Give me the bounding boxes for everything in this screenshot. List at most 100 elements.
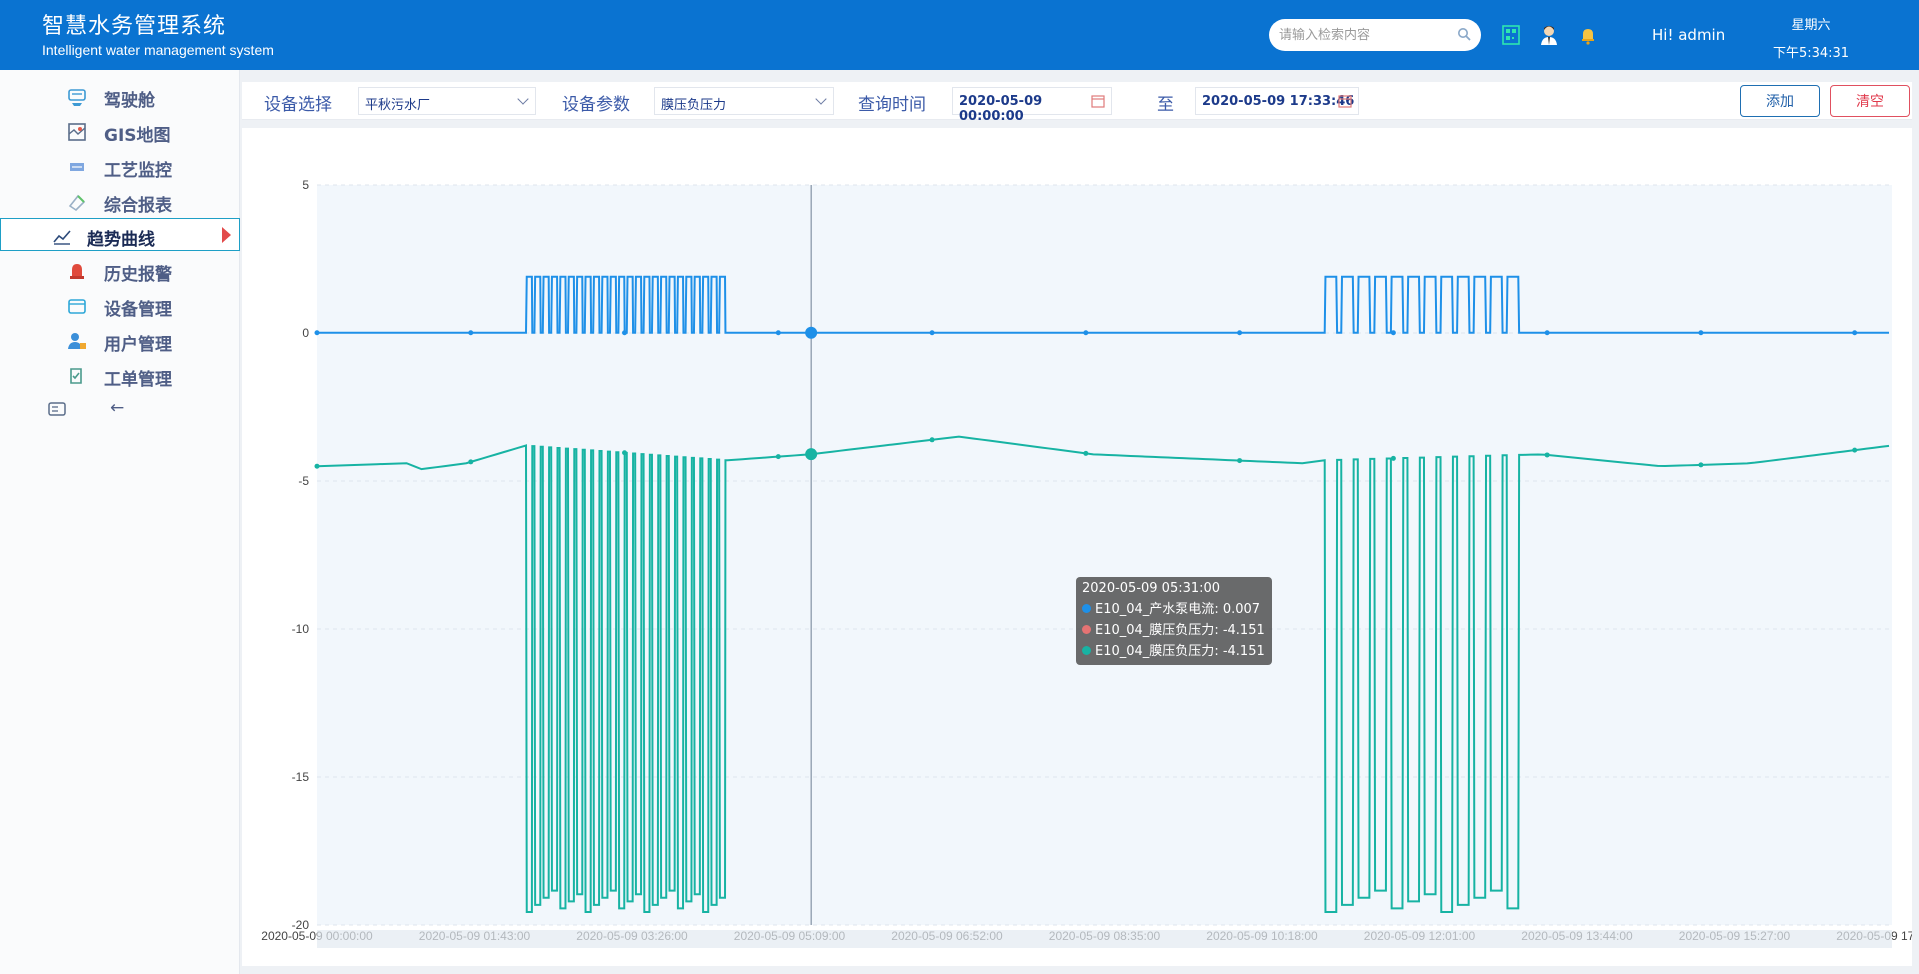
clear-button[interactable]: 清空 <box>1830 85 1910 117</box>
series-point <box>1083 450 1089 456</box>
series-point <box>314 330 320 336</box>
add-button[interactable]: 添加 <box>1740 85 1820 117</box>
series-point <box>1544 330 1550 336</box>
series-point <box>775 454 781 460</box>
chevron-down-icon <box>517 93 529 105</box>
series-point <box>622 330 628 336</box>
cursor-point <box>805 448 818 461</box>
series-point <box>622 450 628 456</box>
search-input[interactable] <box>1279 25 1449 45</box>
query-time-label: 查询时间 <box>858 95 926 115</box>
process-monitor-icon <box>70 163 84 171</box>
report-icon <box>68 194 86 212</box>
series-point <box>468 330 474 336</box>
param-select-value: 膜压负压力 <box>661 98 727 113</box>
start-time-value: 2020-05-09 00:00:00 <box>959 94 1043 124</box>
calendar-icon <box>1338 95 1352 108</box>
chevron-down-icon <box>815 93 827 105</box>
series-point <box>1083 330 1089 336</box>
sidebar-item-trend[interactable]: 趋势曲线 <box>0 218 240 251</box>
series-line-current <box>317 275 1890 334</box>
active-indicator-icon <box>222 227 231 243</box>
weekday-text: 星期六 <box>1791 18 1831 33</box>
sidebar-item-report[interactable]: 综合报表 <box>0 185 240 218</box>
series-point <box>1390 455 1396 461</box>
device-select[interactable]: 平秋污水厂 <box>358 87 536 115</box>
device-select-value: 平秋污水厂 <box>365 98 431 113</box>
sidebar-item-label: 工单管理 <box>104 370 172 390</box>
y-tick-label: 0 <box>302 326 309 340</box>
y-tick-label: -20 <box>292 918 310 932</box>
tooltip-series-name: E10_04_膜压负压力 <box>1095 623 1215 638</box>
collapse-arrow-label: ← <box>110 398 125 418</box>
series-point <box>1852 330 1858 336</box>
series-color-dot <box>1082 625 1091 634</box>
map-icon <box>68 123 86 141</box>
device-select-label: 设备选择 <box>264 95 332 115</box>
tooltip-series-value: 0.007 <box>1222 602 1261 617</box>
device-icon <box>68 299 86 314</box>
sidebar-item-work-order[interactable]: 工单管理 <box>0 359 240 392</box>
sidebar-item-label: 综合报表 <box>104 196 172 216</box>
series-point <box>1698 330 1704 336</box>
app-title: 智慧水务管理系统 <box>42 14 227 39</box>
user-avatar-icon[interactable] <box>1538 24 1560 46</box>
calendar-icon <box>1091 95 1105 108</box>
tooltip-row: E10_04_膜压负压力: -4.151 <box>1082 641 1266 662</box>
series-line-pressure <box>316 435 1890 913</box>
y-tick-label: 5 <box>302 178 309 192</box>
series-point <box>468 459 474 465</box>
series-point <box>1852 447 1858 453</box>
param-select-label: 设备参数 <box>562 95 630 115</box>
filter-toolbar: 设备选择 平秋污水厂 设备参数 膜压负压力 查询时间 2020-05-09 00… <box>242 82 1912 124</box>
tooltip-series-name: E10_04_产水泵电流 <box>1095 602 1215 617</box>
sidebar-item-label: 用户管理 <box>104 335 172 355</box>
y-tick-label: -15 <box>292 770 310 784</box>
y-tick-label: -5 <box>298 474 309 488</box>
bell-icon[interactable] <box>1577 24 1599 46</box>
app-subtitle: Intelligent water management system <box>42 42 274 58</box>
sidebar-item-cockpit[interactable]: 驾驶舱 <box>0 80 240 113</box>
user-icon <box>68 333 86 349</box>
search-icon[interactable] <box>1457 27 1471 41</box>
sidebar-item-alarm[interactable]: 历史报警 <box>0 254 240 287</box>
end-time-value: 2020-05-09 17:33:46 <box>1202 94 1355 109</box>
tooltip-series-value: -4.151 <box>1222 644 1265 659</box>
start-time-picker[interactable]: 2020-05-09 00:00:00 <box>952 87 1112 124</box>
plot-area <box>317 185 1892 925</box>
panel-toggle-icon <box>48 402 66 416</box>
param-select[interactable]: 膜压负压力 <box>654 87 834 115</box>
work-order-icon <box>70 368 82 384</box>
sidebar-item-gis[interactable]: GIS地图 <box>0 115 240 148</box>
tooltip-series-value: -4.151 <box>1222 623 1265 638</box>
sidebar-nav: 驾驶舱 GIS地图 工艺监控 综合报表 趋势曲线 历史报警 设备管理 用户管理 … <box>0 70 240 974</box>
data-zoom-slider <box>317 930 1892 948</box>
to-label: 至 <box>1157 95 1174 115</box>
sidebar-item-label: 历史报警 <box>104 265 172 285</box>
series-point <box>929 330 935 336</box>
qr-code-icon[interactable] <box>1500 24 1522 46</box>
tooltip-time: 2020-05-09 05:31:00 <box>1082 581 1221 596</box>
tooltip-row: E10_04_产水泵电流: 0.007 <box>1082 599 1266 620</box>
sidebar-item-device[interactable]: 设备管理 <box>0 289 240 322</box>
tooltip-row: E10_04_膜压负压力: -4.151 <box>1082 620 1266 641</box>
cursor-point <box>805 326 818 339</box>
series-point <box>775 330 781 336</box>
sidebar-item-label: 趋势曲线 <box>87 230 155 250</box>
app-header: 智慧水务管理系统 Intelligent water management sy… <box>0 0 1919 70</box>
tooltip-series-name: E10_04_膜压负压力 <box>1095 644 1215 659</box>
greeting-text: Hi! admin <box>1652 26 1726 44</box>
search-box[interactable] <box>1269 19 1481 51</box>
sidebar-item-process-monitor[interactable]: 工艺监控 <box>0 150 240 183</box>
series-color-dot <box>1082 604 1091 613</box>
sidebar-collapse-toggle[interactable]: ← <box>0 392 240 425</box>
series-color-dot <box>1082 646 1091 655</box>
series-point <box>1237 330 1243 336</box>
sidebar-item-label: 驾驶舱 <box>104 91 155 111</box>
sidebar-item-user[interactable]: 用户管理 <box>0 324 240 357</box>
end-time-picker[interactable]: 2020-05-09 17:33:46 <box>1195 87 1359 115</box>
alarm-icon <box>70 264 84 279</box>
clock-text: 下午5:34:31 <box>1772 46 1850 61</box>
